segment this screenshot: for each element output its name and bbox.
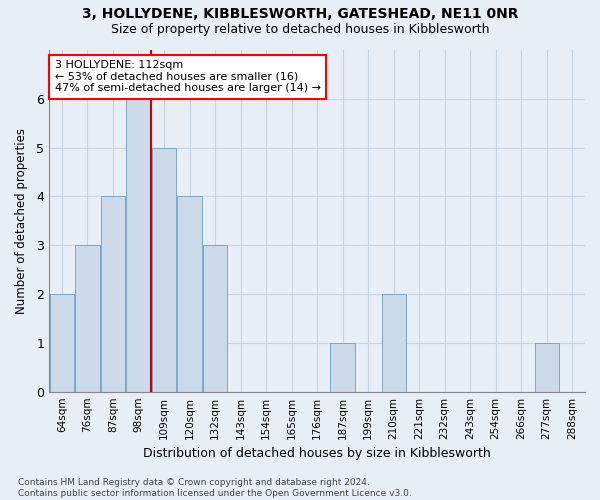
Text: Contains HM Land Registry data © Crown copyright and database right 2024.
Contai: Contains HM Land Registry data © Crown c… (18, 478, 412, 498)
Text: 3, HOLLYDENE, KIBBLESWORTH, GATESHEAD, NE11 0NR: 3, HOLLYDENE, KIBBLESWORTH, GATESHEAD, N… (82, 8, 518, 22)
Bar (127, 99, 151, 392)
Text: Size of property relative to detached houses in Kibblesworth: Size of property relative to detached ho… (111, 22, 489, 36)
Bar (50, 294, 74, 392)
Bar (101, 196, 125, 392)
Bar (203, 245, 227, 392)
Bar (535, 343, 559, 392)
Bar (152, 148, 176, 392)
Bar (76, 245, 100, 392)
Bar (178, 196, 202, 392)
Bar (331, 343, 355, 392)
Y-axis label: Number of detached properties: Number of detached properties (15, 128, 28, 314)
Text: 3 HOLLYDENE: 112sqm
← 53% of detached houses are smaller (16)
47% of semi-detach: 3 HOLLYDENE: 112sqm ← 53% of detached ho… (55, 60, 320, 94)
Bar (382, 294, 406, 392)
X-axis label: Distribution of detached houses by size in Kibblesworth: Distribution of detached houses by size … (143, 447, 491, 460)
